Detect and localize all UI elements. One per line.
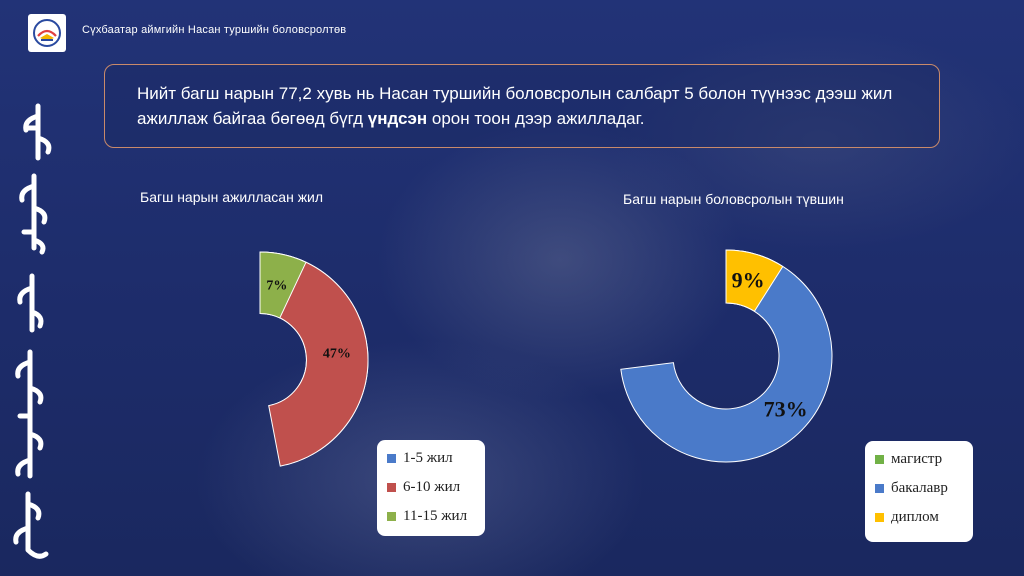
legend-item: диплом [875, 503, 963, 532]
legend-swatch [875, 513, 884, 522]
donut-chart-experience: 46%47%7% [259, 251, 369, 467]
legend-label: 6-10 жил [403, 479, 461, 495]
data-label: 47% [323, 347, 351, 362]
summary-text-part: Нийт багш нарын 77,2 хувь нь Насан турши… [137, 84, 893, 128]
summary-text-end: орон тоон дээр ажилладаг. [427, 109, 645, 128]
legend-label: диплом [891, 509, 939, 525]
donut-slice [725, 249, 784, 312]
organization-logo [28, 14, 66, 52]
legend-swatch [875, 455, 884, 464]
legend-label: 11-15 жил [403, 508, 468, 524]
data-label: 7% [266, 279, 287, 294]
donut-slice [259, 251, 369, 467]
legend-education: магистр бакалавр диплом [865, 441, 973, 542]
legend-swatch [387, 512, 396, 521]
chart-title-education: Багш нарын боловсролын түвшин [623, 191, 844, 207]
legend-label: магистр [891, 451, 943, 467]
logo-emblem-icon [33, 19, 61, 47]
data-label: 9% [732, 267, 765, 292]
legend-item: 1-5 жил [387, 444, 475, 473]
data-label: 73% [764, 396, 808, 421]
donut-chart-education: 18%73%9% [620, 249, 833, 463]
legend-label: 1-5 жил [403, 450, 453, 466]
legend-item: 6-10 жил [387, 473, 475, 502]
legend-experience: 1-5 жил 6-10 жил 11-15 жил [377, 440, 485, 536]
donut-slice [259, 251, 307, 319]
legend-swatch [387, 483, 396, 492]
legend-swatch [387, 454, 396, 463]
summary-text-box: Нийт багш нарын 77,2 хувь нь Насан турши… [104, 64, 940, 148]
legend-label: бакалавр [891, 480, 948, 496]
legend-item: 11-15 жил [387, 502, 475, 531]
summary-text-bold: үндсэн [367, 109, 428, 128]
chart-title-experience: Багш нарын ажилласан жил [140, 189, 324, 205]
organization-title: Сүхбаатар аймгийн Насан туршийн боловсро… [82, 24, 347, 36]
donut-slice [620, 249, 833, 463]
legend-item: магистр [875, 445, 963, 474]
legend-swatch [875, 484, 884, 493]
legend-item: бакалавр [875, 474, 963, 503]
mongolian-script-title [13, 103, 52, 559]
